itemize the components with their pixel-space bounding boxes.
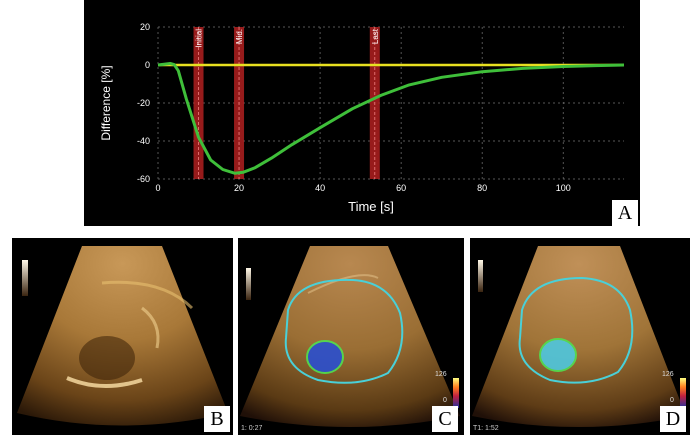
panel-c-letter: C [432,406,458,432]
ultrasound-b-mode-image [17,246,228,426]
ultrasound-roi-image [240,246,460,427]
timestamp-label: 1: 0:27 [241,425,263,432]
x-tick-label: 20 [234,183,244,193]
y-tick-label: 20 [140,22,150,32]
x-axis-label: Time [s] [348,199,394,214]
panel-d-letter: D [660,406,686,432]
colorbar-max-label-d: 126 [662,371,674,378]
y-tick-label: -20 [137,98,150,108]
y-tick-label: -40 [137,136,150,146]
x-tick-label: 100 [556,183,571,193]
y-axis-label: Difference [%] [99,65,113,140]
difference-curve [157,62,625,175]
colorbar-max-label: 126 [435,371,447,378]
panel-b: B [12,238,233,435]
panel-a-letter: A [612,200,638,226]
panel-d: 126 0 T1: 1:52 D [470,238,690,435]
time-marker-label: Mid. [235,29,244,44]
y-tick-label: -60 [137,174,150,184]
panel-a: 0 20 40 60 80 100 20 0 -20 -40 -60 Time [s] Differen… [84,0,640,226]
time-marker-label: Last [371,28,380,44]
x-tick-label: 60 [396,183,406,193]
tic-chart: 0 20 40 60 80 100 20 0 -20 -40 -60 Time [s] Differen… [99,22,625,214]
roi-outline [284,278,404,384]
roi-outline-d [518,276,634,384]
colorbar-min-label: 0 [443,397,447,404]
ultrasound-roi-image-late [472,246,686,427]
panel-b-letter: B [204,406,230,432]
panel-c: 126 0 1: 0:27 C [238,238,464,435]
timestamp-label-d: T1: 1:52 [473,425,499,432]
y-tick-label: 0 [145,60,150,70]
time-marker-label: Initial [195,29,204,48]
x-tick-label: 0 [155,183,160,193]
lesion-region [306,340,344,374]
x-tick-label: 80 [477,183,487,193]
x-tick-label: 40 [315,183,325,193]
colorbar-min-label-d: 0 [670,397,674,404]
lesion-region-d [539,338,577,372]
